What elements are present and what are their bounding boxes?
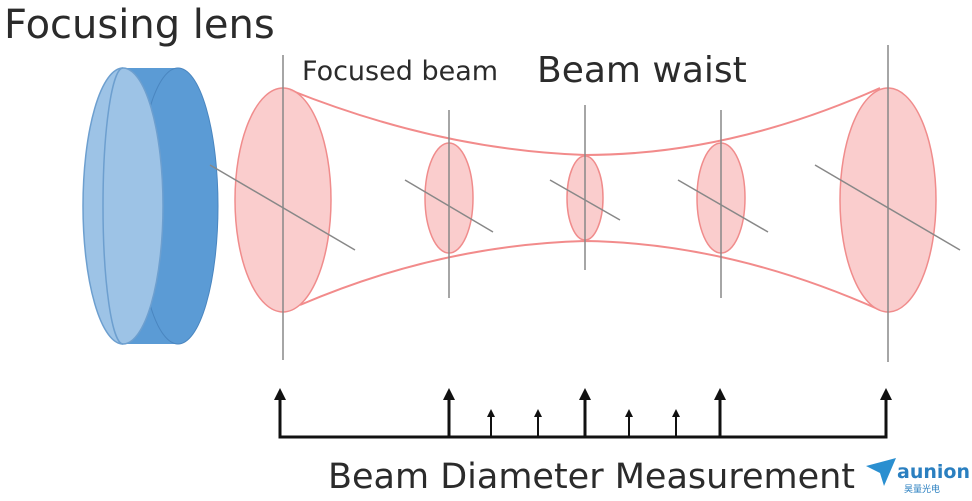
lens xyxy=(82,67,219,345)
logo: aunion 昊量光电 xyxy=(866,458,970,495)
waist-label: Beam waist xyxy=(537,50,747,91)
measurement-arrows xyxy=(274,388,892,439)
focused-beam-label: Focused beam xyxy=(302,56,498,87)
lens-label: Focusing lens xyxy=(4,2,275,48)
logo-subtitle: 昊量光电 xyxy=(904,483,940,495)
axes xyxy=(209,45,961,362)
logo-name: aunion xyxy=(897,461,970,483)
measurement-label: Beam Diameter Measurement xyxy=(328,457,855,497)
